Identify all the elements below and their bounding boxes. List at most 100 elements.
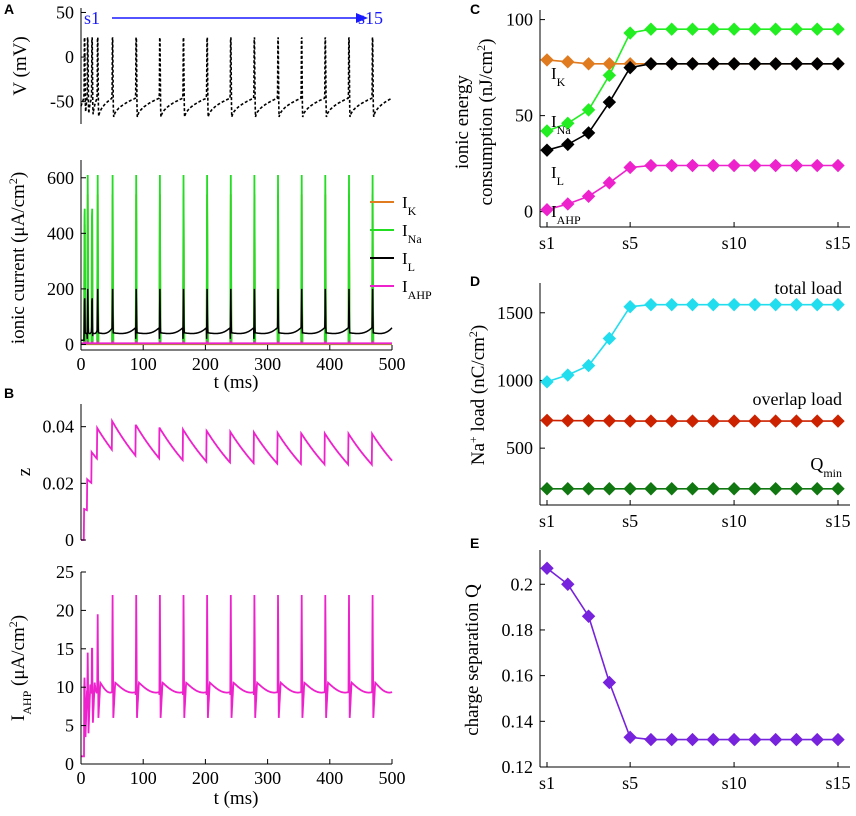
marker-i-l: [748, 57, 762, 71]
marker-i-ahp: [748, 158, 762, 173]
marker-i-ahp: [644, 158, 658, 173]
marker-i-ahp: [581, 189, 596, 203]
marker-overlap-load: [665, 414, 679, 428]
ytick-label: 0.12: [502, 757, 534, 777]
iahp-trace: [81, 594, 393, 758]
panel-label-b: B: [4, 385, 14, 401]
marker-i-k: [540, 53, 554, 67]
legend-ina: INa: [402, 221, 422, 246]
series-line-q: [546, 567, 838, 741]
marker-overlap-load: [810, 414, 824, 428]
panel-e-charge: 0.12 0.14 0.16 0.18 0.2 s1 s5 s10 s15 charge sep…: [462, 550, 851, 793]
a1-ytick-label: 50: [56, 2, 74, 22]
legend-ik: IK: [402, 193, 417, 218]
current-trace-i-na: [81, 174, 392, 345]
a2-ytick-label: 600: [47, 168, 74, 188]
marker-total-load: [540, 375, 554, 389]
marker-i-ahp: [561, 197, 575, 211]
marker-total-load: [789, 297, 804, 312]
xtick-label: s5: [622, 233, 638, 253]
xtick-label: s10: [722, 773, 747, 793]
a2-legend: IK INa IL IAHP: [370, 193, 432, 302]
panel-label-c: C: [470, 1, 480, 17]
marker-q-min: [810, 482, 824, 496]
marker-total-load: [665, 297, 679, 312]
a2-xtick-label: 300: [254, 354, 281, 374]
a2-ytick-label: 400: [47, 223, 74, 243]
panel-c-energy: 0 50 100 s1 s5 s10 s15 ionic energy consumptio…: [452, 10, 851, 253]
marker-q: [810, 732, 824, 747]
marker-i-na: [727, 22, 741, 36]
marker-i-na: [540, 124, 554, 138]
c-label-ik: IK: [551, 64, 566, 89]
marker-q-min: [768, 482, 783, 496]
marker-q: [561, 577, 575, 591]
xtick-label: s5: [622, 511, 638, 531]
marker-overlap-load: [602, 414, 617, 428]
ytick-label: 0.14: [502, 711, 534, 731]
panel-label-d: D: [470, 273, 480, 289]
marker-i-l: [581, 126, 596, 140]
marker-total-load: [810, 297, 824, 312]
ytick-label: 50: [515, 106, 533, 126]
ytick-label: 0.16: [502, 666, 534, 686]
marker-i-na: [644, 22, 658, 36]
d-label-total: total load: [775, 278, 842, 298]
marker-overlap-load: [540, 413, 554, 428]
marker-i-l: [644, 57, 658, 71]
marker-i-ahp: [706, 158, 720, 173]
current-trace-i-ahp: [81, 339, 392, 345]
b1-ytick-label: 0.02: [43, 473, 75, 493]
marker-overlap-load: [789, 414, 804, 428]
a2-xtick-label: 500: [379, 354, 406, 374]
xtick-label: s15: [825, 511, 850, 531]
b2-xtick-label: 500: [379, 768, 406, 788]
marker-i-ahp: [831, 158, 845, 173]
a1-ytick-label: -50: [50, 92, 74, 112]
marker-overlap-load: [623, 414, 637, 428]
marker-i-ahp: [685, 158, 700, 173]
series-line-i-na: [546, 28, 838, 132]
marker-total-load: [748, 297, 762, 312]
marker-overlap-load: [644, 414, 658, 428]
arrow-label-start: s1: [84, 8, 100, 28]
panel-a-currents: 0 200 400 600 0 100 200 300 400 500 ionic current…: [6, 160, 432, 393]
c-label-ina: INa: [551, 112, 571, 137]
marker-total-load: [831, 297, 845, 312]
marker-total-load: [602, 331, 617, 346]
marker-i-l: [665, 57, 679, 71]
a2-xtick-label: 200: [192, 354, 219, 374]
marker-i-na: [623, 26, 637, 40]
ytick-label: 0.2: [511, 574, 534, 594]
e-ylabel: charge separation Q: [462, 584, 483, 736]
marker-i-l: [831, 57, 845, 71]
marker-q: [644, 732, 658, 747]
marker-q: [748, 732, 762, 747]
b2-ytick-label: 0: [65, 754, 74, 774]
marker-i-ahp: [602, 176, 617, 190]
b2-ytick-label: 20: [56, 600, 74, 620]
marker-q-min: [706, 482, 720, 496]
xtick-label: s5: [622, 773, 638, 793]
marker-i-na: [831, 22, 845, 36]
ytick-label: 0.18: [502, 620, 534, 640]
marker-i-l: [727, 57, 741, 71]
xtick-label: s15: [825, 233, 850, 253]
marker-total-load: [644, 297, 658, 312]
c-ylabel-line2: consumption (nJ/cm2): [474, 39, 497, 206]
marker-q-min: [665, 482, 679, 496]
marker-i-na: [810, 22, 824, 36]
b2-xtick-label: 0: [77, 768, 86, 788]
a1-ytick-label: 0: [65, 47, 74, 67]
marker-q: [602, 675, 617, 690]
marker-overlap-load: [748, 414, 762, 428]
a2-ylabel: ionic current (μA/cm2): [6, 172, 29, 344]
b2-ytick-label: 5: [65, 716, 74, 736]
legend-il: IL: [402, 249, 415, 274]
ytick-label: 1000: [497, 370, 533, 390]
marker-q-min: [644, 482, 658, 496]
xtick-label: s1: [539, 511, 555, 531]
panel-b-iahp: 0 5 10 15 20 25 0 100 200 300 400 500 IAHP (μA/cm2)…: [6, 562, 406, 809]
marker-i-na: [602, 68, 617, 82]
